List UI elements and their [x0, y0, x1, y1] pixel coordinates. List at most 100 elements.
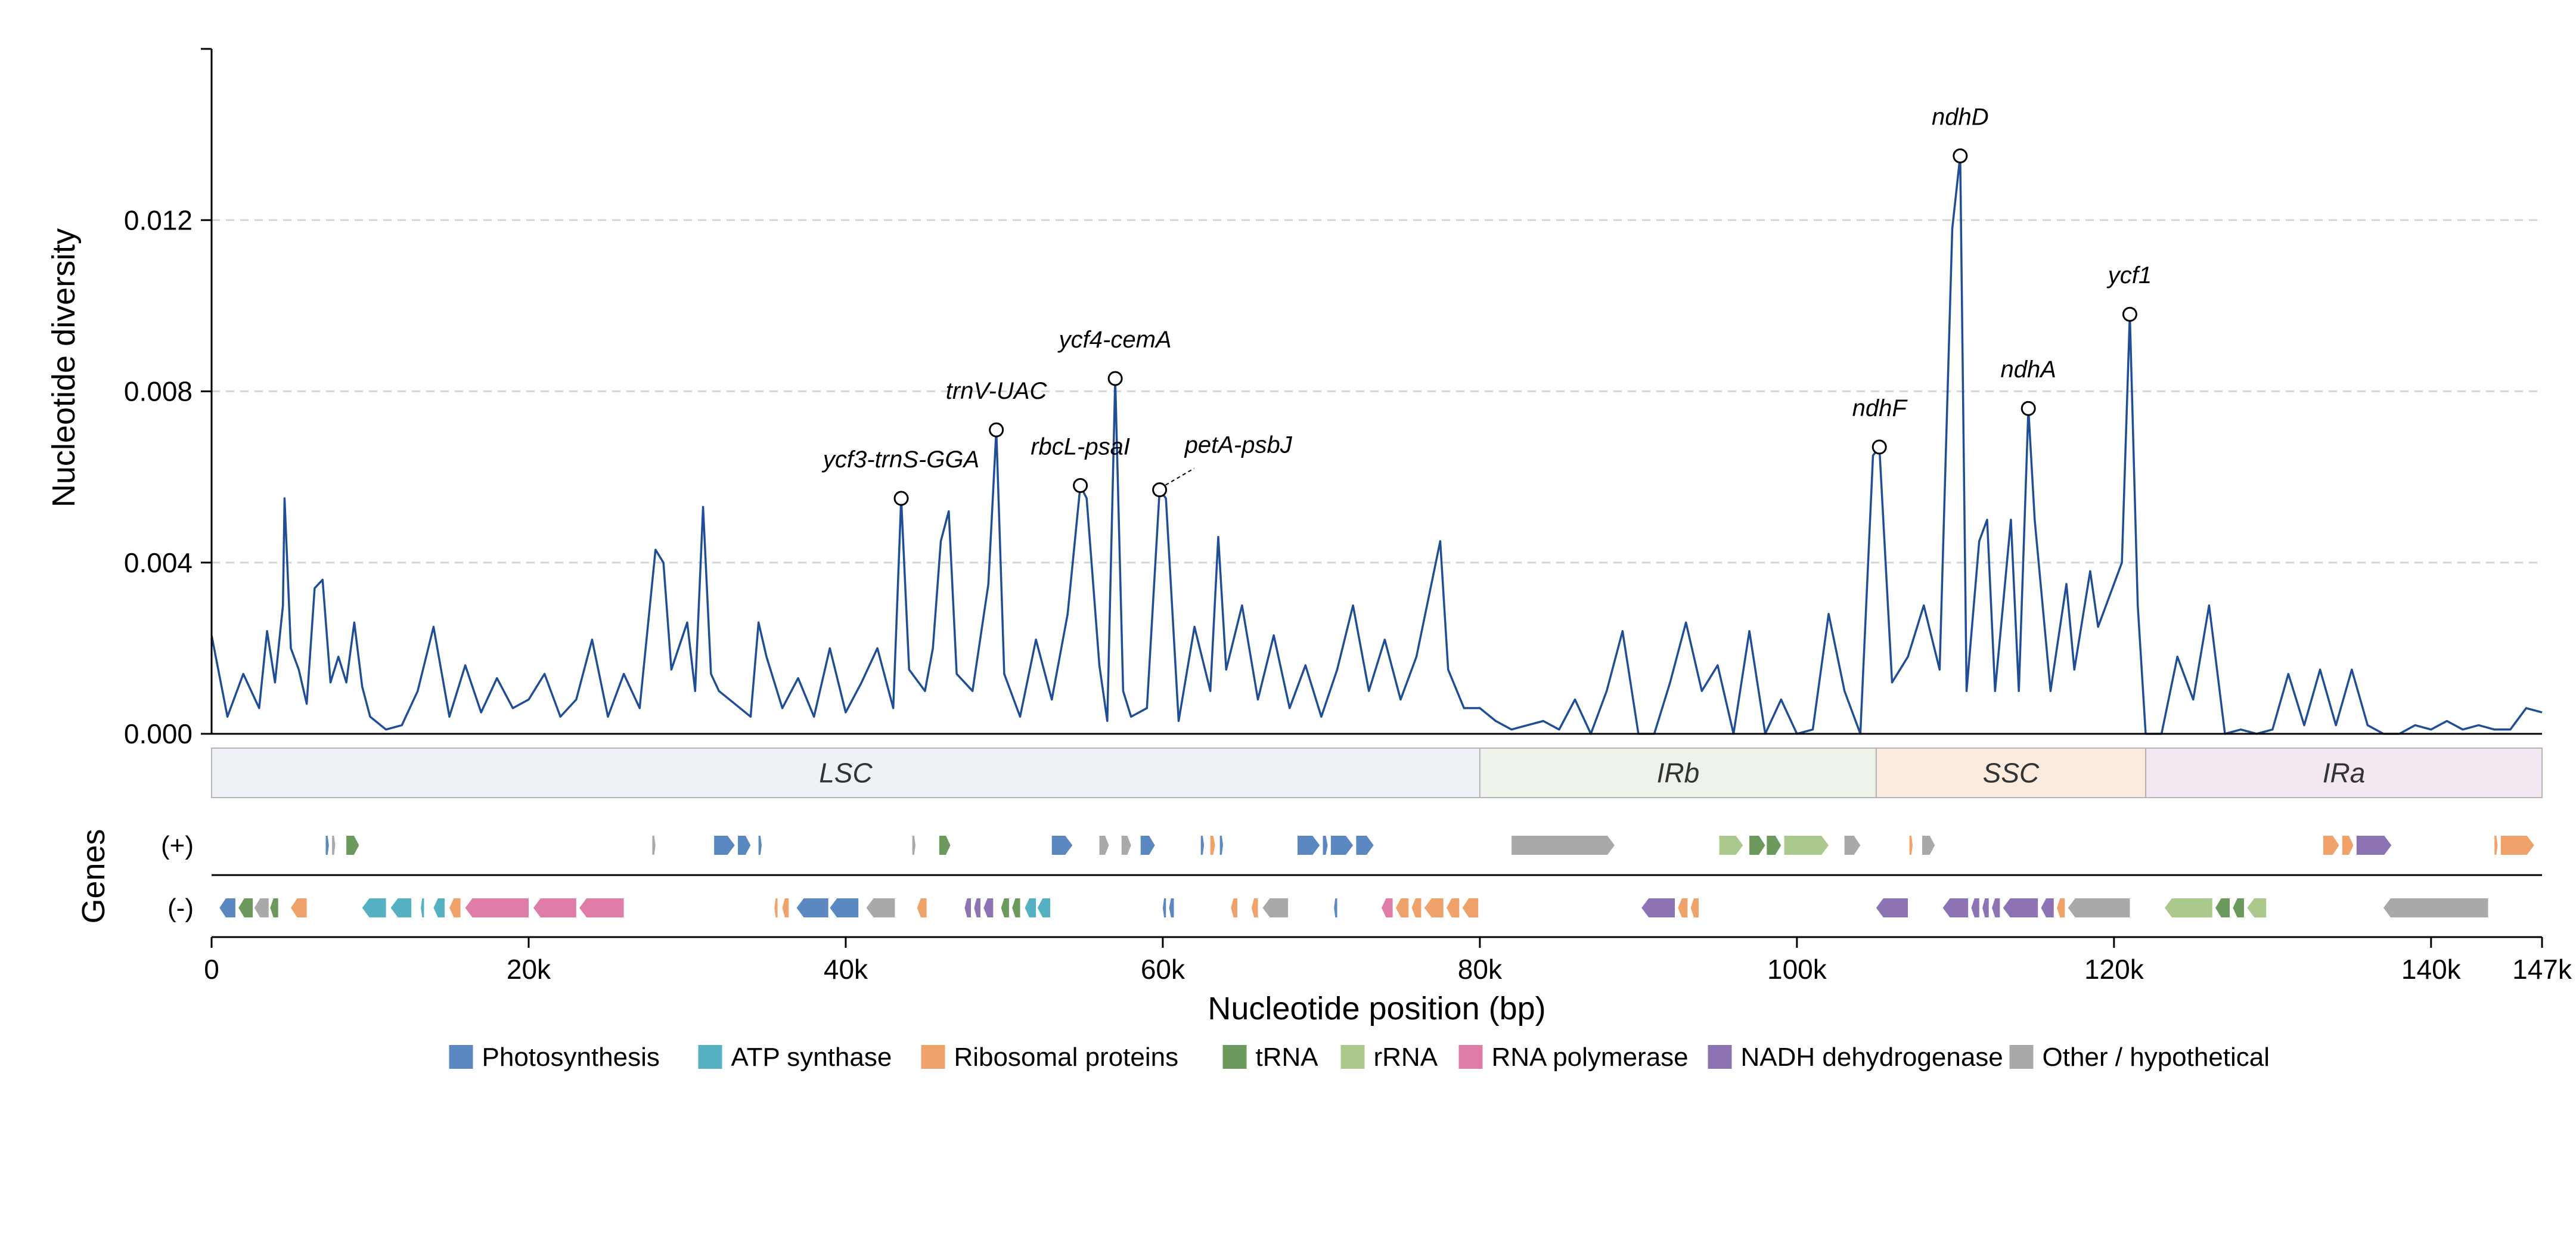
peak-marker [1152, 482, 1168, 498]
strand-label: (+) [161, 831, 194, 860]
gene-minus [1231, 898, 1237, 917]
gene-plus [1121, 836, 1131, 855]
peak-marker [893, 491, 909, 506]
gene-minus [2215, 898, 2230, 917]
region-label: IRb [1657, 758, 1700, 789]
peak-marker [1953, 148, 1968, 164]
peak-marker [1107, 371, 1123, 386]
gene-minus [866, 898, 895, 917]
region-label: SSC [1983, 758, 2040, 789]
legend-label: tRNA [1256, 1043, 1319, 1072]
gene-minus [1992, 898, 2000, 917]
peak-marker [1872, 439, 1887, 455]
region-block [211, 748, 1481, 798]
gene-minus [983, 898, 994, 917]
gene-plus [1767, 836, 1782, 855]
gene-plus [1784, 836, 1829, 855]
peak-marker [989, 422, 1004, 438]
gene-plus [2342, 836, 2354, 855]
gene-minus [830, 898, 859, 917]
gene-minus [1334, 898, 1337, 917]
gene-minus [1381, 898, 1393, 917]
gene-minus [362, 898, 386, 917]
region-block [1479, 748, 1877, 798]
x-tick-label: 140k [2401, 954, 2462, 985]
y-tick-label: 0.008 [124, 376, 193, 407]
gene-minus [1025, 898, 1036, 917]
x-tick-label: 60k [1141, 954, 1185, 985]
gene-plus [912, 836, 915, 855]
legend-swatch [2009, 1045, 2034, 1069]
region-label: IRa [2323, 758, 2366, 789]
gene-plus [1330, 836, 1354, 855]
gene-minus [1641, 898, 1675, 917]
gene-plus [2356, 836, 2392, 855]
gene-minus [1001, 898, 1009, 917]
gene-minus [1982, 898, 1989, 917]
peak-label: ycf3-trnS-GGA [821, 446, 979, 473]
gene-minus [2003, 898, 2038, 917]
gene-minus [254, 898, 269, 917]
region-block [1875, 748, 2147, 798]
x-tick-label: 40k [824, 954, 868, 985]
x-tick-label: 120k [2084, 954, 2144, 985]
gene-plus [1210, 836, 1215, 855]
gene-minus [290, 898, 307, 917]
gene-minus [774, 898, 778, 917]
peak-label: ycf1 [2106, 262, 2152, 289]
gene-minus [533, 898, 576, 917]
gene-minus [2383, 898, 2488, 917]
gene-minus [433, 898, 445, 917]
gene-minus [1037, 898, 1051, 917]
gene-minus [964, 898, 972, 917]
peak-marker [2021, 401, 2036, 416]
y-tick-label: 0.000 [124, 718, 193, 749]
peak-label: trnV-UAC [946, 378, 1048, 404]
gene-minus [2164, 898, 2212, 917]
gene-plus [652, 836, 656, 855]
x-tick-label: 0 [204, 954, 219, 985]
gene-plus [1512, 836, 1615, 855]
gene-minus [238, 898, 253, 917]
peak-label: petA-psbJ [1184, 432, 1293, 458]
gene-track: (+) (-) [161, 831, 2542, 923]
legend-label: RNA polymerase [1492, 1043, 1689, 1072]
peak-marker [1073, 477, 1088, 493]
gene-minus [1262, 898, 1289, 917]
legend-label: Other / hypothetical [2043, 1043, 2270, 1072]
gene-minus [1169, 898, 1174, 917]
legend-label: Photosynthesis [482, 1043, 660, 1072]
grid-lines [212, 219, 2542, 564]
gene-plus [2323, 836, 2339, 855]
gene-plus [714, 836, 735, 855]
peak-markers: ycf3-trnS-GGA trnV-UAC rbcL-psaI ycf4-cemA p… [821, 104, 2152, 506]
gene-minus [2057, 898, 2065, 917]
legend-swatch [698, 1045, 722, 1069]
legend-swatch [1222, 1045, 1247, 1069]
gene-minus [449, 898, 461, 917]
gene-minus [579, 898, 624, 917]
gene-minus [1012, 898, 1020, 917]
axes: 0.000 0.004 0.008 0.012 0 20k 40k 60k 80k 100k 120… [124, 48, 2572, 985]
gene-minus [2247, 898, 2267, 917]
gene-minus [1395, 898, 1409, 917]
gene-plus [1099, 836, 1109, 855]
legend-swatch [1340, 1045, 1365, 1069]
x-tick-label: 80k [1458, 954, 1503, 985]
legend: Photosynthesis ATP synthase Ribosomal prot… [449, 1043, 2270, 1072]
gene-minus [421, 898, 424, 917]
gene-minus [1971, 898, 1979, 917]
gene-minus [270, 898, 278, 917]
gene-minus [2041, 898, 2054, 917]
gene-minus [1678, 898, 1688, 917]
legend-label: NADH dehydrogenase [1741, 1043, 2003, 1072]
x-tick-label: 20k [507, 954, 551, 985]
gene-plus [1909, 836, 1913, 855]
peak-marker [2122, 306, 2137, 322]
peak-label: rbcL-psaI [1031, 433, 1130, 460]
legend-label: Ribosomal proteins [954, 1043, 1179, 1072]
gene-minus [1876, 898, 1908, 917]
